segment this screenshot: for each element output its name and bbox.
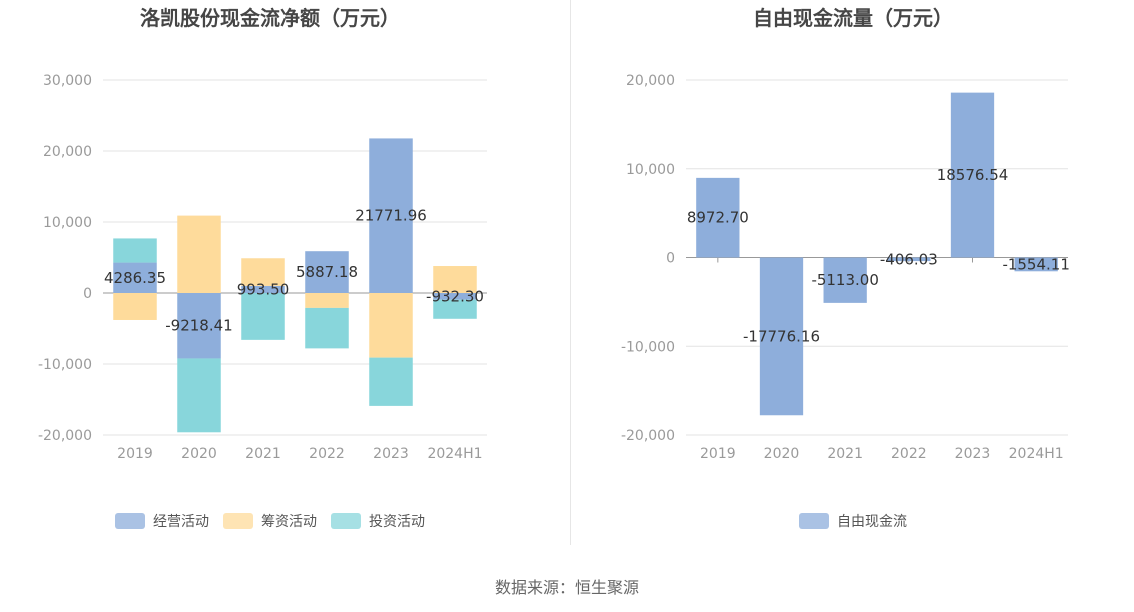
data-label: 21771.96 (355, 207, 427, 225)
bar-1-2019 (113, 262, 157, 293)
bar-3-2021 (241, 293, 285, 340)
bar-2-2019 (113, 293, 157, 320)
x-tick-label: 2024H1 (1009, 446, 1064, 462)
data-label: 4286.35 (104, 269, 166, 287)
data-label: 993.50 (237, 280, 290, 298)
data-label: -406.03 (880, 250, 938, 268)
bar-3-2023 (369, 357, 413, 406)
bar-1-2024H1 (1014, 257, 1058, 272)
data-label: -932.30 (426, 287, 484, 305)
bar-1-2021 (823, 257, 867, 303)
legend-label: 投资活动 (369, 514, 425, 530)
y-tick-label: 10,000 (43, 215, 92, 231)
bar-1-2021 (241, 285, 285, 293)
cash-flow-net-chart-panel: 洛凯股份现金流净额（万元） 30,000 20,000 10,000 0 -10,000 -… (0, 0, 570, 545)
free-cash-flow-chart-panel: 自由现金流量（万元） 20,000 10,000 0 -10,000 -20,000 201… (571, 0, 1134, 545)
legend-label: 筹资活动 (261, 513, 317, 530)
bar-1-2022 (305, 251, 349, 293)
bar-3-2019 (113, 238, 157, 263)
x-tick-label: 2022 (891, 446, 927, 462)
y-tick-label: 20,000 (626, 73, 675, 89)
bar-3-2024H1 (433, 299, 477, 319)
y-tick-label: 30,000 (43, 73, 92, 89)
data-label: -17776.16 (743, 327, 820, 345)
panel-divider (570, 0, 571, 545)
bar-1-2020 (177, 293, 221, 359)
bar-1-2024H1 (433, 293, 477, 300)
bar-2-2021 (241, 258, 285, 286)
bar-2-2020 (177, 215, 221, 293)
bar-1-2020 (759, 257, 804, 416)
data-label: -5113.00 (811, 271, 878, 289)
bar-1-2023 (950, 92, 995, 258)
data-source-note: 数据来源：恒生聚源 (494, 578, 639, 597)
y-tick-label: 0 (83, 286, 92, 302)
x-tick-label: 2019 (700, 446, 736, 462)
x-tick-label: 2023 (373, 446, 409, 462)
legend-swatch (331, 513, 361, 529)
data-label: 8972.70 (687, 209, 749, 227)
bar-3-2022 (305, 307, 349, 349)
free-cash-flow-chart: 自由现金流量（万元） 20,000 10,000 0 -10,000 -20,000 201… (621, 6, 1070, 530)
cash-flow-net-chart: 洛凯股份现金流净额（万元） 30,000 20,000 10,000 0 -10,000 -… (38, 6, 487, 530)
x-tick-label: 2020 (181, 446, 217, 462)
y-tick-label: -10,000 (621, 339, 675, 355)
legend-swatch (223, 513, 253, 529)
y-tick-label: -20,000 (621, 428, 675, 444)
legend-swatch (799, 513, 829, 529)
legend-swatch (115, 513, 145, 529)
bar-1-2022 (887, 257, 931, 262)
chart-title: 洛凯股份现金流净额（万元） (140, 6, 400, 30)
data-label: -9218.41 (165, 317, 232, 335)
bar-2-2023 (369, 293, 413, 358)
bar-2-2024H1 (433, 266, 477, 293)
x-tick-label: 2021 (827, 446, 863, 462)
data-label: -1554.11 (1002, 255, 1069, 273)
y-tick-label: -20,000 (38, 428, 92, 444)
x-tick-label: 2019 (117, 446, 153, 462)
legend-label: 自由现金流 (837, 514, 907, 530)
bar-1-2023 (369, 138, 413, 293)
x-tick-label: 2023 (955, 446, 991, 462)
legend-label: 经营活动 (153, 514, 209, 530)
x-tick-label: 2024H1 (427, 446, 482, 462)
data-label: 5887.18 (296, 263, 358, 281)
bar-1-2019 (696, 177, 740, 258)
y-tick-label: 0 (666, 251, 675, 267)
y-tick-label: 20,000 (43, 144, 92, 160)
x-tick-label: 2021 (245, 446, 281, 462)
x-tick-label: 2020 (764, 446, 800, 462)
bar-3-2020 (177, 358, 221, 433)
chart-title: 自由现金流量（万元） (753, 6, 953, 30)
data-label: 18576.54 (937, 166, 1009, 184)
y-tick-label: -10,000 (38, 357, 92, 373)
bar-2-2022 (305, 293, 349, 308)
x-tick-label: 2022 (309, 446, 345, 462)
y-tick-label: 10,000 (626, 162, 675, 178)
